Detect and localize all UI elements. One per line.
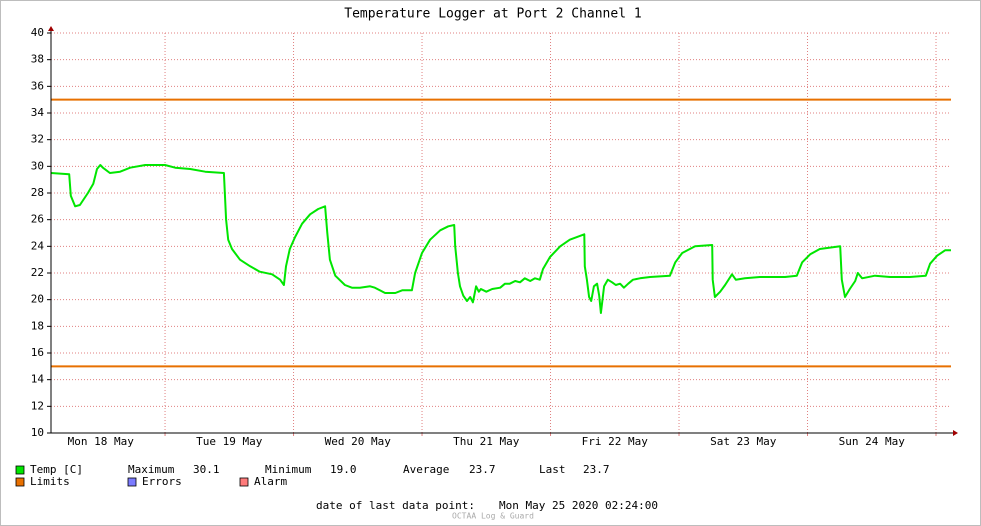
y-tick-label: 12 xyxy=(31,399,44,412)
watermark: OCTAA Log & Guard xyxy=(452,512,534,521)
marks xyxy=(50,98,951,368)
x-axis-arrow xyxy=(953,430,958,436)
y-tick-label: 16 xyxy=(31,346,44,359)
y-tick-label: 14 xyxy=(31,373,45,386)
x-tick-label: Sat 23 May xyxy=(710,435,777,448)
legend: Temp [C] Maximum 30.1 Minimum 19.0 Average 23.… xyxy=(15,463,610,488)
legend-label: Alarm xyxy=(254,475,287,488)
y-tick-label: 40 xyxy=(31,26,44,39)
y-tick-label: 28 xyxy=(31,186,44,199)
x-tick-label: Wed 20 May xyxy=(325,435,392,448)
y-tick-label: 30 xyxy=(31,159,44,172)
stat-value: 19.0 xyxy=(330,463,357,476)
y-tick-label: 24 xyxy=(31,239,45,252)
y-tick-label: 38 xyxy=(31,53,44,66)
legend-swatch xyxy=(127,477,137,487)
x-tick-label: Fri 22 May xyxy=(582,435,649,448)
stat-label: Last xyxy=(539,463,566,476)
x-tick-label: Sun 24 May xyxy=(839,435,906,448)
y-tick-label: 36 xyxy=(31,79,44,92)
stat-value: 23.7 xyxy=(583,463,610,476)
x-tick-label: Mon 18 May xyxy=(68,435,135,448)
y-tick-label: 34 xyxy=(31,106,45,119)
stat-value: 23.7 xyxy=(469,463,496,476)
footer-value: Mon May 25 2020 02:24:00 xyxy=(499,499,658,512)
x-tick-label: Thu 21 May xyxy=(453,435,520,448)
legend-label: Limits xyxy=(30,475,70,488)
stat-label: Minimum xyxy=(265,463,312,476)
x-tick-label: Tue 19 May xyxy=(196,435,263,448)
stat-value: 30.1 xyxy=(193,463,220,476)
footer-label: date of last data point: xyxy=(316,499,475,512)
y-tick-label: 22 xyxy=(31,266,44,279)
legend-swatch xyxy=(239,477,249,487)
legend-label: Temp [C] xyxy=(30,463,83,476)
legend-swatch xyxy=(15,465,25,475)
chart-title: Temperature Logger at Port 2 Channel 1 xyxy=(344,7,641,22)
y-tick-label: 10 xyxy=(31,426,44,439)
y-tick-label: 32 xyxy=(31,133,44,146)
stat-label: Maximum xyxy=(128,463,175,476)
legend-swatch xyxy=(15,477,25,487)
legend-label: Errors xyxy=(142,475,182,488)
axes xyxy=(48,26,958,436)
y-axis-arrow xyxy=(48,26,54,31)
stat-label: Average xyxy=(403,463,449,476)
y-tick-label: 26 xyxy=(31,213,44,226)
data-line xyxy=(50,164,951,314)
y-tick-label: 20 xyxy=(31,293,44,306)
y-tick-label: 18 xyxy=(31,319,44,332)
